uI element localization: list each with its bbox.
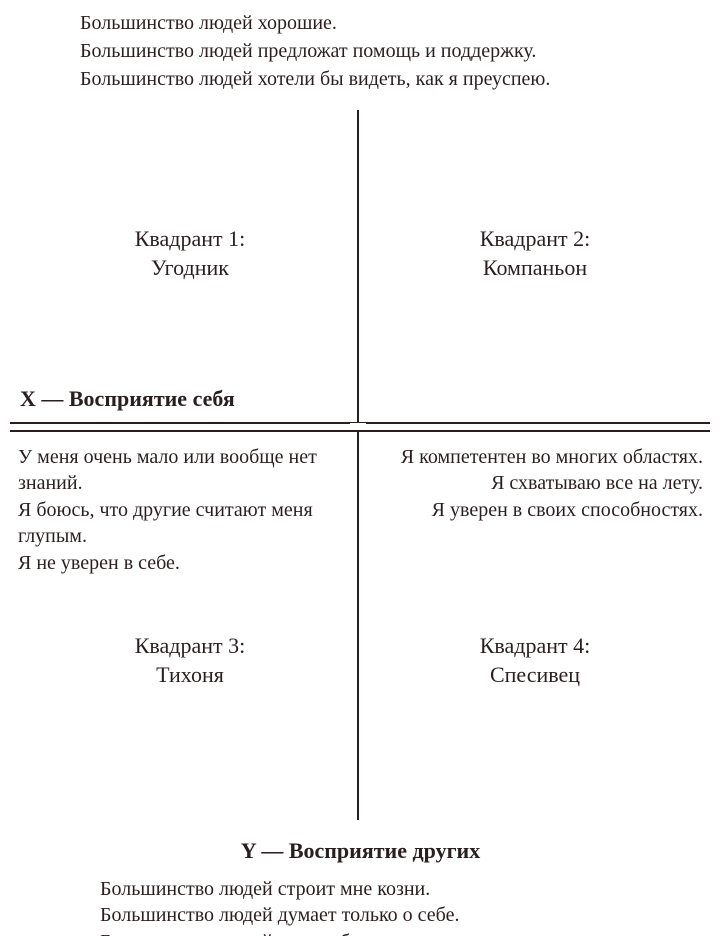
x-axis-label: X — Восприятие себя	[20, 384, 239, 418]
statement: Большинство людей думает только о себе.	[100, 902, 640, 928]
statement: Я уверен в своих способностях.	[373, 497, 703, 523]
left-negative-self-statements: У меня очень мало или вообще нет знаний.…	[18, 444, 338, 576]
bottom-negative-others-statements: Большинство людей строит мне козни. Боль…	[100, 876, 640, 936]
quadrant-diagram: Большинство людей хорошие. Большинство л…	[0, 0, 721, 936]
quadrant-3: Квадрант 3: Тихоня	[40, 632, 340, 689]
quadrant-title: Квадрант 3:	[40, 632, 340, 661]
quadrant-name: Угодник	[40, 254, 340, 283]
statement: Большинство людей строит мне козни.	[100, 876, 640, 902]
quadrant-title: Квадрант 1:	[40, 225, 340, 254]
top-positive-others-statements: Большинство людей хорошие. Большинство л…	[80, 10, 650, 94]
horizontal-axis-line-bottom	[10, 430, 710, 432]
statement: Я схватываю все на лету.	[373, 470, 703, 496]
statement: Я компетентен во многих областях.	[373, 444, 703, 470]
quadrant-2: Квадрант 2: Компаньон	[380, 225, 690, 282]
axis-intersection-gap	[350, 423, 366, 430]
statement: Я боюсь, что другие считают меня глупым.	[18, 497, 338, 550]
right-positive-self-statements: Я компетентен во многих областях. Я схва…	[373, 444, 703, 523]
quadrant-4: Квадрант 4: Спесивец	[380, 632, 690, 689]
statement: У меня очень мало или вообще нет знаний.	[18, 444, 338, 497]
statement: Большинство людей хорошие.	[80, 10, 650, 37]
quadrant-name: Тихоня	[40, 661, 340, 690]
quadrant-title: Квадрант 4:	[380, 632, 690, 661]
statement: Большинство людей предложат помощь и под…	[80, 38, 650, 65]
quadrant-name: Спесивец	[380, 661, 690, 690]
y-axis-label: Y — Восприятие других	[0, 836, 721, 866]
quadrant-title: Квадрант 2:	[380, 225, 690, 254]
statement: Большинство людей хотели бы видеть, как …	[80, 66, 650, 93]
quadrant-name: Компаньон	[380, 254, 690, 283]
quadrant-1: Квадрант 1: Угодник	[40, 225, 340, 282]
statement: Большинство людей хотели бы видеть, как …	[100, 929, 640, 936]
statement: Я не уверен в себе.	[18, 550, 338, 576]
vertical-axis-line	[357, 110, 359, 820]
